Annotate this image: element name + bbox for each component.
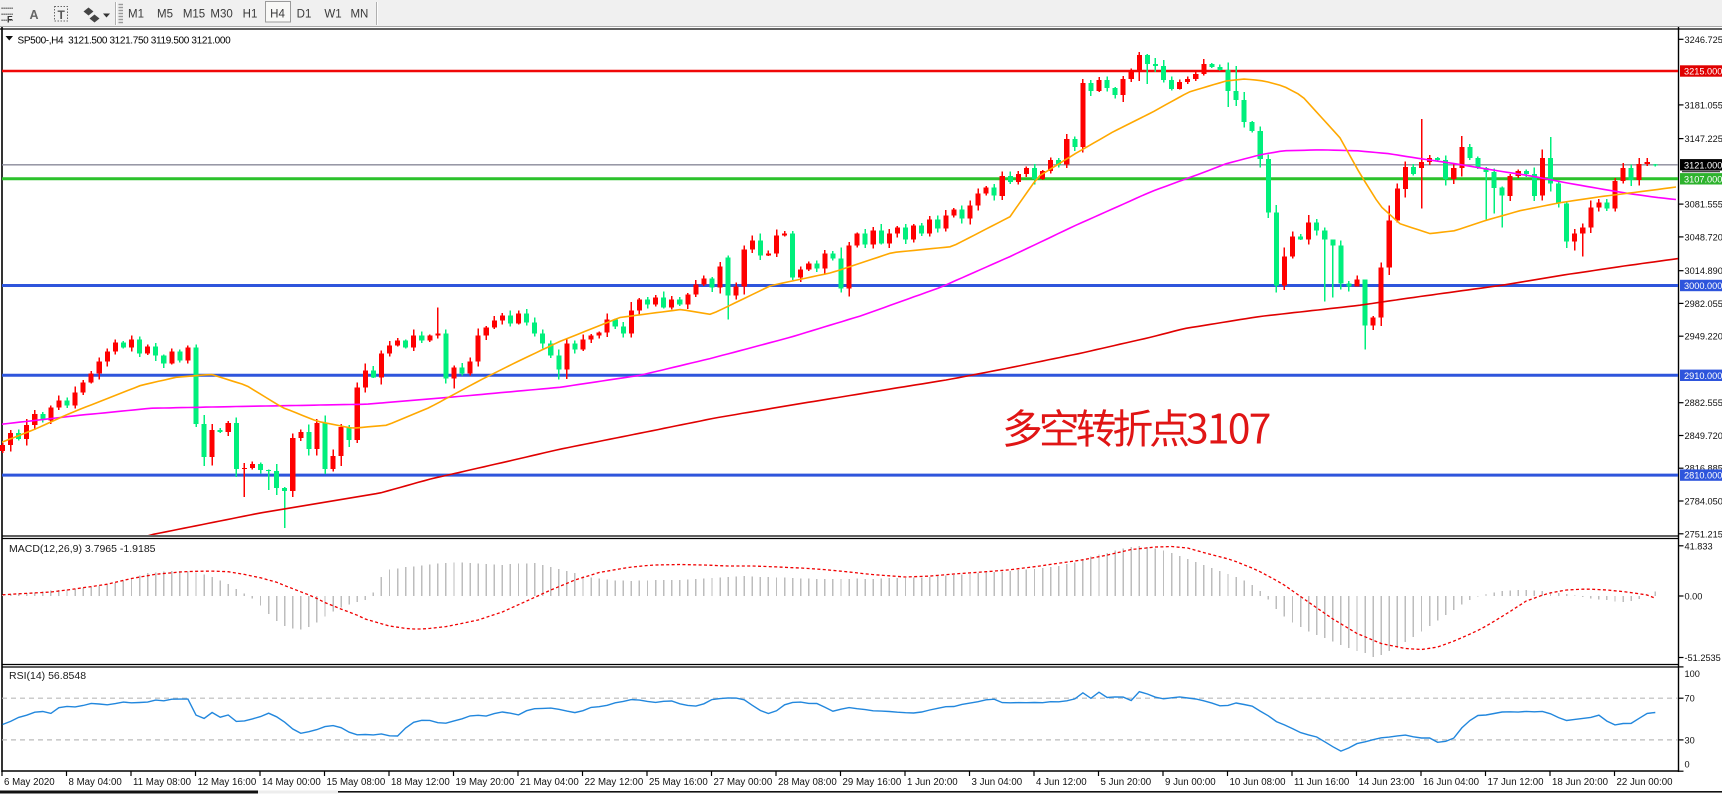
svg-text:-51.2535: -51.2535 — [1685, 653, 1721, 663]
svg-text:F: F — [7, 15, 13, 25]
svg-text:17 Jun 12:00: 17 Jun 12:00 — [1488, 777, 1545, 788]
svg-text:3107.000: 3107.000 — [1684, 174, 1722, 184]
svg-text:T: T — [58, 8, 66, 22]
svg-text:H4: H4 — [270, 9, 285, 21]
svg-text:29 May 16:00: 29 May 16:00 — [843, 777, 902, 788]
svg-text:19 May 20:00: 19 May 20:00 — [456, 777, 515, 788]
svg-text:A: A — [30, 8, 39, 22]
svg-text:14 May 00:00: 14 May 00:00 — [262, 777, 321, 788]
svg-text:3081.555: 3081.555 — [1685, 200, 1722, 210]
svg-text:3215.000: 3215.000 — [1684, 67, 1722, 77]
svg-text:SP500-,H4 3121.500 3121.750 3: SP500-,H4 3121.500 3121.750 3119.500 312… — [18, 36, 232, 47]
svg-text:14 Jun 23:00: 14 Jun 23:00 — [1359, 777, 1416, 788]
svg-text:6 May 2020: 6 May 2020 — [4, 777, 55, 788]
svg-text:18 Jun 20:00: 18 Jun 20:00 — [1552, 777, 1609, 788]
svg-text:12 May 16:00: 12 May 16:00 — [198, 777, 257, 788]
svg-text:3000.000: 3000.000 — [1684, 281, 1722, 291]
svg-text:70: 70 — [1685, 694, 1695, 704]
svg-text:M5: M5 — [157, 9, 173, 21]
svg-text:22 Jun 00:00: 22 Jun 00:00 — [1617, 777, 1674, 788]
svg-text:3246.725: 3246.725 — [1685, 35, 1722, 45]
svg-text:22 May 12:00: 22 May 12:00 — [585, 777, 644, 788]
svg-text:30: 30 — [1685, 735, 1695, 745]
svg-text:28 May 08:00: 28 May 08:00 — [778, 777, 837, 788]
svg-text:16 Jun 04:00: 16 Jun 04:00 — [1423, 777, 1480, 788]
svg-text:MN: MN — [350, 9, 368, 21]
svg-text:27 May 00:00: 27 May 00:00 — [714, 777, 773, 788]
svg-text:4 Jun 12:00: 4 Jun 12:00 — [1036, 777, 1087, 788]
svg-text:3121.000: 3121.000 — [1684, 160, 1722, 170]
svg-text:0: 0 — [1685, 760, 1690, 770]
svg-text:3147.225: 3147.225 — [1685, 134, 1722, 144]
svg-text:W1: W1 — [324, 9, 341, 21]
svg-text:2982.055: 2982.055 — [1685, 299, 1722, 309]
svg-text:10 Jun 08:00: 10 Jun 08:00 — [1230, 777, 1287, 788]
svg-text:H1: H1 — [243, 9, 258, 21]
svg-text:2849.720: 2849.720 — [1685, 431, 1722, 441]
svg-text:1 Jun 20:00: 1 Jun 20:00 — [907, 777, 958, 788]
svg-text:2784.050: 2784.050 — [1685, 497, 1722, 507]
svg-text:5 Jun 20:00: 5 Jun 20:00 — [1101, 777, 1152, 788]
svg-text:11 Jun 16:00: 11 Jun 16:00 — [1294, 777, 1350, 788]
svg-text:M1: M1 — [128, 9, 144, 21]
svg-text:3048.720: 3048.720 — [1685, 232, 1722, 242]
svg-text:100: 100 — [1685, 669, 1700, 679]
svg-text:2882.555: 2882.555 — [1685, 398, 1722, 408]
svg-text:15 May 08:00: 15 May 08:00 — [327, 777, 386, 788]
svg-text:18 May 12:00: 18 May 12:00 — [391, 777, 450, 788]
svg-text:11 May 08:00: 11 May 08:00 — [133, 777, 192, 788]
svg-text:41.833: 41.833 — [1685, 541, 1713, 551]
svg-text:2949.220: 2949.220 — [1685, 332, 1722, 342]
svg-text:M15: M15 — [183, 9, 205, 21]
svg-text:RSI(14) 56.8548: RSI(14) 56.8548 — [9, 670, 86, 682]
svg-text:MACD(12,26,9) 3.7965 -1.9185: MACD(12,26,9) 3.7965 -1.9185 — [9, 543, 156, 555]
svg-text:2810.000: 2810.000 — [1684, 471, 1722, 481]
svg-text:21 May 04:00: 21 May 04:00 — [520, 777, 579, 788]
svg-text:9 Jun 00:00: 9 Jun 00:00 — [1165, 777, 1216, 788]
svg-text:2910.000: 2910.000 — [1684, 371, 1722, 381]
svg-text:3181.055: 3181.055 — [1685, 100, 1722, 110]
svg-text:2751.215: 2751.215 — [1685, 529, 1722, 539]
svg-text:25 May 16:00: 25 May 16:00 — [649, 777, 708, 788]
svg-text:M30: M30 — [210, 9, 232, 21]
svg-text:D1: D1 — [297, 9, 312, 21]
svg-text:3014.890: 3014.890 — [1685, 266, 1722, 276]
svg-text:8 May 04:00: 8 May 04:00 — [69, 777, 123, 788]
svg-text:0.00: 0.00 — [1685, 592, 1703, 602]
svg-text:3 Jun 04:00: 3 Jun 04:00 — [972, 777, 1023, 788]
